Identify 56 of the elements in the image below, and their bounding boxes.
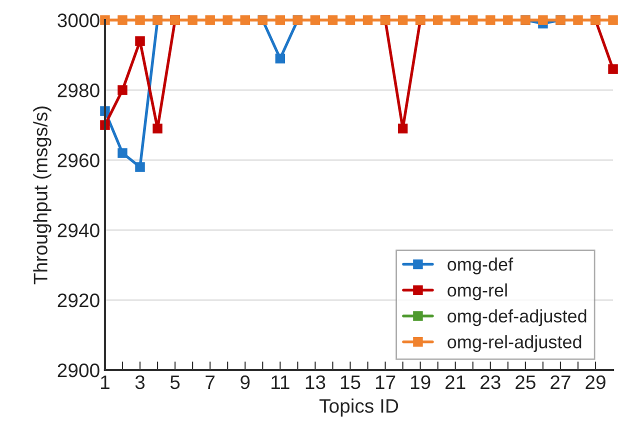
x-axis-title: Topics ID — [319, 398, 398, 417]
point — [503, 15, 513, 25]
legend-label: omg-def — [448, 258, 514, 274]
y-tick-label: 2980 — [58, 84, 100, 98]
x-tick-label: 9 — [240, 375, 250, 390]
point — [450, 15, 460, 25]
point — [275, 54, 286, 64]
point — [135, 15, 145, 25]
point — [240, 15, 250, 25]
point — [118, 148, 128, 158]
point — [432, 15, 443, 25]
point — [608, 64, 618, 74]
point — [135, 36, 145, 46]
y-tick-label: 2960 — [58, 154, 100, 168]
point — [398, 124, 408, 134]
y-tick-label: 2920 — [58, 293, 100, 308]
y-tick-label: 3000 — [58, 14, 100, 28]
point — [573, 15, 583, 25]
point — [205, 15, 215, 25]
legend-label: omg-def-adjusted — [448, 309, 586, 326]
point — [118, 85, 128, 95]
x-tick-label: 7 — [206, 376, 215, 389]
point — [468, 15, 478, 25]
x-tick-label: 27 — [550, 375, 570, 389]
legend-label: omg-rel-adjusted — [448, 335, 582, 352]
x-tick-label: 25 — [516, 375, 536, 390]
point — [310, 15, 320, 25]
y-axis-title: Throughput (msgs/s) — [33, 106, 52, 284]
y-tick-label: 2900 — [58, 363, 100, 378]
x-tick-label: 17 — [376, 376, 396, 389]
legend-label: omg-rel — [448, 283, 507, 300]
point — [486, 15, 496, 25]
point — [188, 15, 198, 25]
point — [275, 15, 286, 25]
point — [222, 15, 232, 25]
x-tick-label: 19 — [410, 375, 430, 390]
point — [152, 124, 162, 134]
point — [608, 15, 618, 25]
point — [398, 15, 408, 25]
point — [538, 15, 548, 25]
x-tick-label: 5 — [170, 376, 180, 390]
point — [345, 15, 356, 25]
x-tick-label: 23 — [480, 375, 500, 390]
x-tick-label: 1 — [101, 376, 110, 389]
point — [100, 15, 110, 25]
y-tick-label: 2940 — [58, 223, 100, 238]
x-tick-label: 13 — [306, 375, 326, 390]
x-tick-label: 29 — [586, 375, 606, 390]
x-tick-label: 11 — [272, 376, 290, 389]
x-tick-label: 3 — [135, 375, 145, 390]
x-tick-label: 21 — [446, 375, 466, 389]
point — [328, 15, 338, 25]
point — [135, 162, 145, 172]
x-tick-label: 15 — [340, 376, 360, 390]
point — [118, 15, 128, 25]
point — [362, 15, 373, 25]
